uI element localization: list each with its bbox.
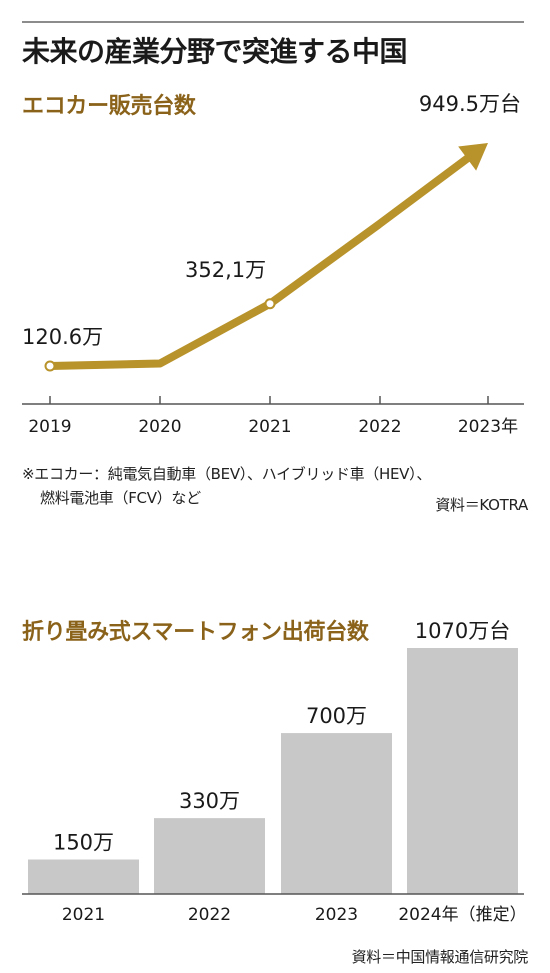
- data-label: 150万: [53, 831, 114, 855]
- arrow-head: [458, 143, 488, 171]
- data-label: 1070万台: [415, 619, 510, 643]
- x-tick-label: 2020: [138, 417, 181, 437]
- footnote-line-1: ※エコカー：純電気自動車（BEV）、ハイブリッド車（HEV）、: [22, 465, 432, 483]
- x-tick-label: 2022: [188, 905, 231, 925]
- bar: [407, 648, 518, 894]
- x-tick-label: 2023年: [458, 417, 518, 437]
- top-rule: [22, 21, 524, 23]
- footnote-line-2: 燃料電池車（FCV）など: [40, 489, 201, 507]
- data-label: 700万: [306, 704, 367, 728]
- x-tick-label: 2023: [315, 905, 358, 925]
- bar-chart-source: 資料＝中国情報通信研究院: [351, 948, 529, 966]
- x-tick-label: 2024年（推定）: [398, 905, 526, 925]
- line-chart-source: 資料＝KOTRA: [435, 496, 528, 514]
- data-label: 120.6万: [22, 325, 103, 349]
- bar: [154, 818, 265, 894]
- data-point: [44, 360, 56, 372]
- x-tick-label: 2021: [248, 417, 291, 437]
- bar: [281, 733, 392, 894]
- page-title: 未来の産業分野で突進する中国: [22, 35, 408, 68]
- data-label: 352,1万: [185, 258, 266, 282]
- data-point: [264, 298, 276, 310]
- bar: [28, 859, 139, 894]
- data-label: 949.5万台: [419, 92, 521, 116]
- line-chart-title: エコカー販売台数: [22, 94, 196, 119]
- x-tick-label: 2022: [358, 417, 401, 437]
- bar-chart-title: 折り畳み式スマートフォン出荷台数: [22, 620, 369, 645]
- x-tick-label: 2019: [28, 417, 71, 437]
- eco-car-sales-chart: 2019 2020 2021 2022 2023年 120.6万 352,1万 949.5万台: [22, 92, 524, 437]
- data-label: 330万: [179, 789, 240, 813]
- x-tick-label: 2021: [62, 905, 105, 925]
